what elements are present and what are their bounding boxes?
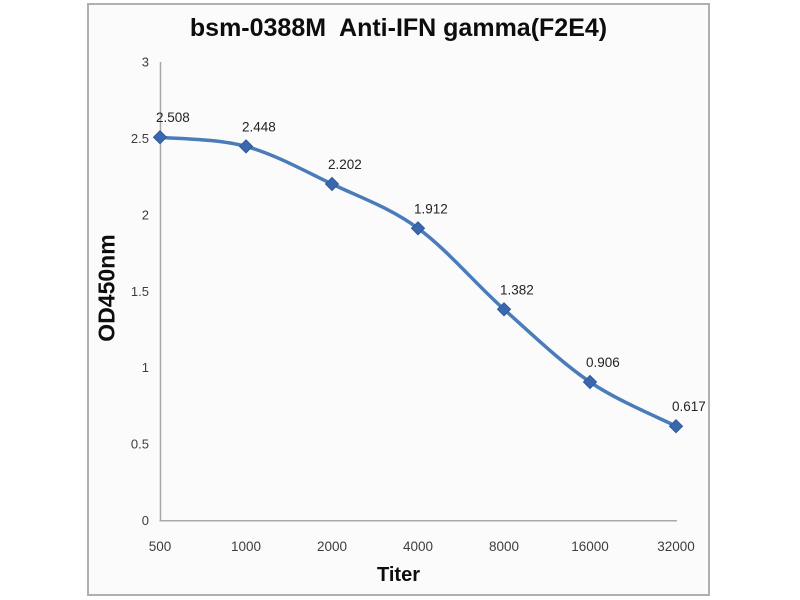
chart-title: bsm-0388M Anti-IFN gamma(F2E4) xyxy=(189,14,608,42)
y-axis-title: OD450nm xyxy=(93,234,120,342)
x-axis-title: Titer xyxy=(377,564,420,586)
chart-frame xyxy=(87,3,710,596)
